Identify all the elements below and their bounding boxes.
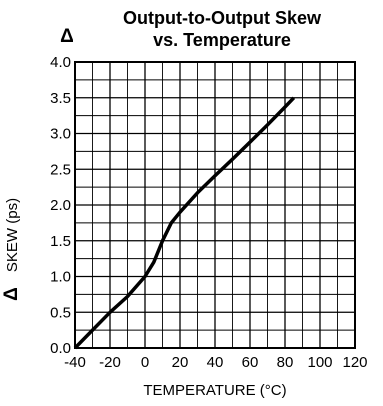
y-tick-label: 0.0 xyxy=(50,340,71,357)
y-tick-label: 1.5 xyxy=(50,233,71,250)
x-tick-label: 0 xyxy=(141,354,149,371)
series-group xyxy=(73,96,296,350)
y-tick-label: 2.0 xyxy=(50,197,71,214)
chart-title-line2: vs. Temperature xyxy=(153,30,291,50)
chart-title-line1: Output-to-Output Skew xyxy=(123,8,322,28)
tick-labels: -40 -20 0 20 40 60 80 100 120 0.0 0.5 1.0 1.5 2.0 2.5 3… xyxy=(50,54,367,371)
x-tick-label: -20 xyxy=(99,354,121,371)
y-tick-label: 3.0 xyxy=(50,126,71,143)
x-tick-label: 40 xyxy=(207,354,224,371)
y-tick-label: 0.5 xyxy=(50,304,71,321)
x-axis-label: TEMPERATURE (°C) xyxy=(143,382,286,399)
chart-title-delta: Δ xyxy=(60,26,74,47)
x-tick-label: 80 xyxy=(277,354,294,371)
plot-frame xyxy=(74,61,356,349)
y-axis-delta: Δ xyxy=(1,287,22,301)
x-tick-label: 20 xyxy=(172,354,189,371)
skew-series-line xyxy=(73,96,296,350)
y-tick-label: 1.0 xyxy=(50,269,71,286)
x-tick-label: 100 xyxy=(307,354,332,371)
x-tick-label: -40 xyxy=(64,354,86,371)
x-tick-label: 120 xyxy=(342,354,367,371)
x-tick-label: 60 xyxy=(242,354,259,371)
y-tick-label: 3.5 xyxy=(50,90,71,107)
y-axis-label: SKEW (ps) xyxy=(4,198,21,272)
y-tick-label: 2.5 xyxy=(50,161,71,178)
y-tick-label: 4.0 xyxy=(50,54,71,71)
